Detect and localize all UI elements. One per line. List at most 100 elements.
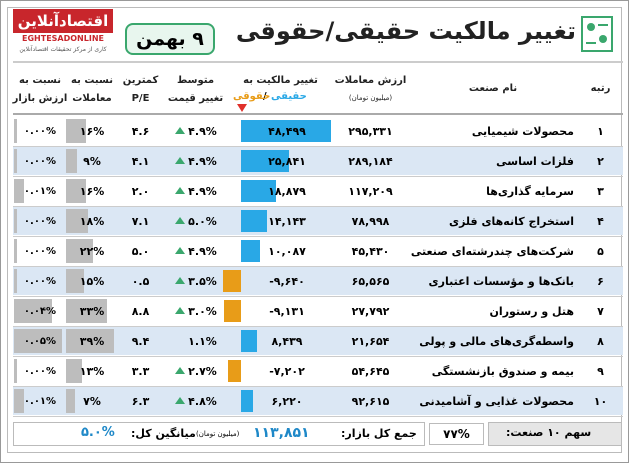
cell: ۲ — [597, 154, 604, 168]
cell: -۹,۶۴۰ — [269, 274, 305, 288]
row-line — [13, 266, 623, 267]
cell: محصولات شیمیایی — [471, 124, 574, 138]
cell: ۹۲,۶۱۵ — [351, 394, 390, 408]
cell: ۲۸۹,۱۸۴ — [348, 154, 393, 168]
cell: هتل و رستوران — [489, 304, 574, 318]
cell: ۱۱۷,۲۰۹ — [348, 184, 393, 198]
title: تغییر مالکیت حقیقی/حقوقی — [235, 17, 576, 45]
ownership-bar — [241, 390, 253, 412]
cell: ۸ — [597, 334, 604, 348]
share-bar — [66, 269, 85, 293]
cell: ۱۵% — [79, 274, 105, 288]
share-bar — [66, 299, 107, 323]
cell: ۱۶% — [79, 184, 105, 198]
cell: ۴.۹% — [188, 124, 217, 138]
cell: ۲۵,۸۴۱ — [268, 154, 306, 168]
down-marker — [237, 104, 247, 112]
share-bar — [14, 359, 17, 383]
logo-en: EGHTESADONLINE — [22, 34, 104, 43]
trend-arrow — [175, 367, 185, 374]
cell: ۴.۹% — [188, 244, 217, 258]
share-bar — [14, 239, 17, 263]
ownership-bar — [227, 360, 241, 382]
share-bar — [14, 119, 17, 143]
cell: ۱۳% — [79, 364, 105, 378]
column-header: حقوقی — [233, 91, 271, 102]
share-bar — [66, 179, 86, 203]
row-line — [13, 176, 623, 177]
column-header: حقیقی — [271, 91, 307, 102]
ownership-bar — [241, 120, 331, 142]
row-line — [13, 326, 623, 327]
cell: واسطه‌گری‌های مالی و پولی — [419, 334, 574, 348]
cell: بانک‌ها و مؤسسات اعتباری — [428, 274, 574, 288]
column-header: رتبه — [590, 82, 611, 94]
cell: ۰.۰۰% — [23, 365, 57, 377]
divider — [13, 61, 623, 63]
trend-arrow — [175, 307, 185, 314]
cell: فلزات اساسی — [496, 154, 574, 168]
cell: ۳.۳ — [131, 364, 150, 378]
column-header: متوسط — [176, 74, 215, 86]
cell: ۵.۰% — [188, 214, 217, 228]
cell: ۴.۸% — [188, 394, 217, 408]
share-bar — [14, 179, 24, 203]
row-line — [13, 206, 623, 207]
share-box — [488, 422, 622, 446]
cell: ۴۸,۴۹۹ — [268, 124, 306, 138]
cell: ۴.۹% — [188, 184, 217, 198]
cell: ۵ — [597, 244, 604, 258]
cell: استخراج کانه‌های فلزی — [449, 214, 574, 228]
cell: ۰.۰۰% — [23, 155, 57, 167]
cell: ۰.۰۵% — [23, 335, 57, 347]
cell: ۶ — [597, 274, 604, 288]
column-header: معاملات — [72, 92, 112, 104]
column-header: کمترین — [122, 74, 159, 86]
cell: ۷.۱ — [131, 214, 150, 228]
trend-arrow — [175, 277, 185, 284]
cell: ۰.۰۰% — [23, 125, 57, 137]
cell: ۸,۴۳۹ — [271, 334, 303, 348]
cell: ۵.۰ — [131, 244, 150, 258]
share-bar — [66, 119, 86, 143]
cell: ۶.۳ — [131, 394, 150, 408]
column-header: (میلیون تومان) — [348, 94, 393, 102]
cell: ۱۸% — [79, 214, 105, 228]
row-line — [13, 296, 623, 297]
share-bar — [14, 209, 17, 233]
cell: ۱۰,۰۸۷ — [268, 244, 306, 258]
cell: ۱۰ — [593, 394, 608, 408]
column-header: تغییر قیمت — [167, 92, 224, 104]
cell: ۹% — [83, 154, 101, 168]
total-value: ۱۱۳,۸۵۱ — [253, 425, 310, 441]
cell: ۱.۱% — [188, 334, 217, 348]
trend-arrow — [175, 217, 185, 224]
cell: ۶,۲۲۰ — [271, 394, 303, 408]
cell: ۱۶% — [79, 124, 105, 138]
cell: ۰.۰۰% — [23, 215, 57, 227]
cell: ۹.۴ — [131, 334, 150, 348]
cell: ۳۹% — [79, 334, 105, 348]
share-bar — [14, 269, 17, 293]
row-background — [13, 207, 623, 235]
cell: محصولات غذایی و آشامیدنی — [419, 394, 574, 408]
cell: ۲.۰ — [131, 184, 150, 198]
row-line — [13, 356, 623, 357]
footer-box — [13, 422, 425, 446]
row-line — [13, 386, 623, 387]
cell: ۳.۰% — [188, 304, 217, 318]
share-bar — [66, 239, 94, 263]
column-header: نسبت به — [19, 74, 61, 86]
column-header: P/E — [131, 92, 150, 104]
column-header: / — [263, 91, 267, 102]
cell: ۷% — [83, 394, 101, 408]
cell: ۳.۵% — [188, 274, 217, 288]
share-bar — [66, 149, 78, 173]
column-header: نام صنعت — [468, 82, 518, 94]
share-value: ۷۷% — [429, 423, 484, 445]
cell: ۰.۰۰% — [23, 275, 57, 287]
avg-value: ۵.۰% — [81, 425, 115, 440]
icon — [581, 16, 613, 52]
share-bar — [14, 329, 62, 353]
